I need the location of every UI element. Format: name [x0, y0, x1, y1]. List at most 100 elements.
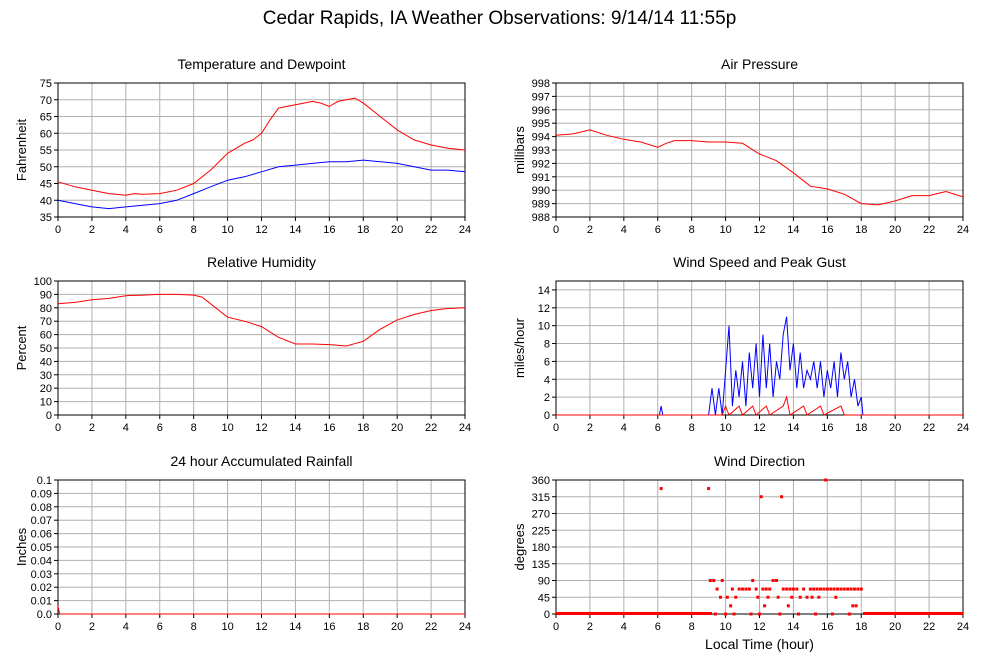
y-tick-label: 0.04 — [31, 555, 52, 567]
y-tick-label: 0.03 — [31, 569, 52, 581]
data-point — [815, 587, 819, 591]
y-axis-label: Percent — [14, 325, 29, 370]
x-tick-label: 14 — [289, 422, 301, 434]
y-tick-label: 0 — [46, 410, 52, 422]
y-axis-label: degrees — [512, 523, 527, 570]
x-tick-label: 22 — [923, 422, 935, 434]
x-tick-label: 12 — [255, 621, 267, 633]
x-tick-label: 8 — [689, 422, 695, 434]
data-point — [802, 587, 806, 591]
data-point — [832, 587, 836, 591]
x-tick-label: 10 — [221, 224, 233, 236]
x-tick-label: 10 — [221, 422, 233, 434]
x-tick-label: 14 — [787, 224, 799, 236]
data-point — [730, 587, 734, 591]
data-point — [798, 595, 802, 599]
x-tick-label: 20 — [889, 621, 901, 633]
data-point — [732, 612, 736, 616]
y-tick-label: 988 — [532, 212, 550, 224]
x-tick-label: 12 — [753, 224, 765, 236]
y-tick-label: 270 — [532, 509, 550, 521]
data-point — [856, 587, 860, 591]
x-tick-label: 6 — [157, 621, 163, 633]
chart-title: Wind Direction — [714, 453, 805, 469]
x-tick-label: 18 — [855, 621, 867, 633]
y-tick-label: 45 — [538, 592, 550, 604]
x-tick-label: 8 — [191, 224, 197, 236]
x-tick-label: 14 — [787, 621, 799, 633]
data-point — [797, 612, 801, 616]
data-point — [839, 587, 843, 591]
x-tick-label: 20 — [391, 621, 403, 633]
data-point — [795, 587, 799, 591]
data-point — [825, 587, 829, 591]
x-tick-label: 2 — [587, 422, 593, 434]
chart-title: Relative Humidity — [207, 254, 316, 270]
data-point — [780, 495, 784, 499]
data-point — [847, 612, 851, 616]
data-point — [791, 587, 795, 591]
data-point — [761, 587, 765, 591]
data-point — [842, 587, 846, 591]
y-tick-label: 30 — [40, 370, 52, 382]
x-tick-label: 22 — [425, 224, 437, 236]
y-tick-label: 50 — [40, 162, 52, 174]
data-point — [817, 595, 821, 599]
data-point — [810, 595, 814, 599]
data-point — [707, 487, 711, 491]
x-tick-label: 4 — [123, 224, 129, 236]
y-tick-label: 10 — [40, 397, 52, 409]
x-tick-label: 2 — [587, 224, 593, 236]
x-tick-label: 20 — [391, 422, 403, 434]
data-point — [729, 604, 733, 608]
x-tick-label: 0 — [553, 422, 559, 434]
x-tick-label: 12 — [753, 422, 765, 434]
x-tick-label: 24 — [957, 621, 969, 633]
y-tick-label: 0.06 — [31, 529, 52, 541]
x-tick-label: 18 — [357, 224, 369, 236]
x-tick-label: 20 — [889, 422, 901, 434]
data-point — [836, 587, 840, 591]
x-tick-label: 10 — [719, 422, 731, 434]
x-tick-label: 12 — [255, 422, 267, 434]
x-tick-label: 16 — [821, 621, 833, 633]
y-tick-label: 0.0 — [37, 609, 52, 621]
y-tick-label: 20 — [40, 383, 52, 395]
y-tick-label: 100 — [34, 276, 52, 288]
x-tick-label: 0 — [55, 422, 61, 434]
y-tick-label: 180 — [532, 542, 550, 554]
data-point — [754, 587, 758, 591]
y-tick-label: 0.05 — [31, 542, 52, 554]
x-tick-label: 20 — [889, 224, 901, 236]
data-point — [764, 587, 768, 591]
data-point — [756, 595, 760, 599]
data-point — [747, 587, 751, 591]
x-tick-label: 18 — [855, 422, 867, 434]
data-point — [737, 587, 741, 591]
chart-title: Air Pressure — [721, 56, 798, 72]
data-point — [830, 612, 834, 616]
x-tick-label: 8 — [191, 621, 197, 633]
x-tick-label: 16 — [821, 224, 833, 236]
y-tick-label: 993 — [532, 145, 550, 157]
data-point — [744, 587, 748, 591]
x-tick-label: 2 — [89, 224, 95, 236]
data-point — [819, 587, 823, 591]
y-tick-label: 995 — [532, 118, 550, 130]
series-line-1 — [57, 159, 466, 210]
y-tick-label: 70 — [40, 95, 52, 107]
y-tick-label: 50 — [40, 343, 52, 355]
series-line-0 — [57, 293, 466, 347]
x-tick-label: 8 — [689, 621, 695, 633]
chart-title: 24 hour Accumulated Rainfall — [170, 453, 352, 469]
data-point — [813, 612, 817, 616]
data-point — [849, 587, 853, 591]
y-tick-label: 992 — [532, 158, 550, 170]
data-point — [829, 587, 833, 591]
data-point — [852, 587, 856, 591]
x-tick-label: 12 — [255, 224, 267, 236]
y-tick-label: 40 — [40, 195, 52, 207]
y-tick-label: 45 — [40, 179, 52, 191]
